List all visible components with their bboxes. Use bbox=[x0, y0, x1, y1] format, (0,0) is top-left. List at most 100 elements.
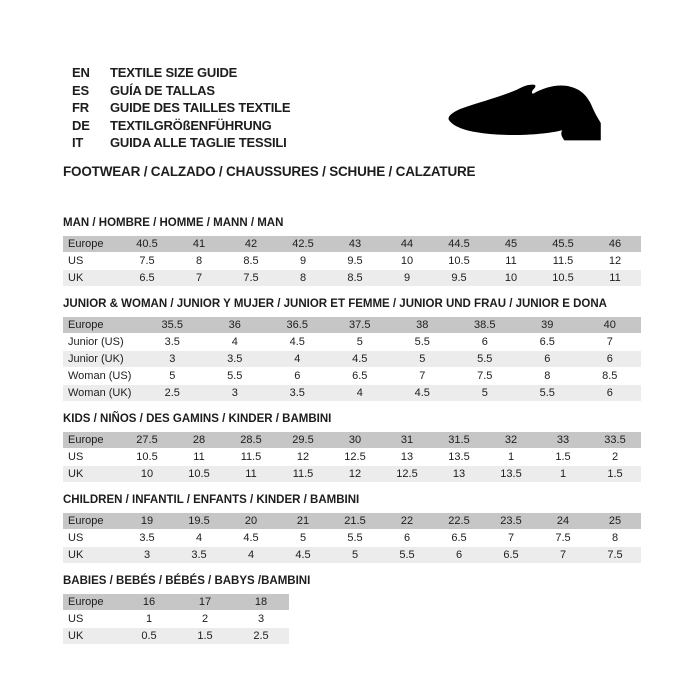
size-cell: 9 bbox=[403, 272, 411, 284]
size-cell: 11.5 bbox=[552, 255, 574, 267]
size-cell: 42.5 bbox=[292, 238, 314, 250]
size-cell: 5 bbox=[169, 370, 176, 382]
size-cell: 22 bbox=[400, 515, 414, 527]
size-cell: 4.5 bbox=[295, 549, 311, 561]
size-cell: 5 bbox=[419, 353, 426, 365]
table-header-row: Europe 35.5 36 36.5 37.5 38 38.5 39 40 bbox=[63, 317, 641, 333]
size-guide-section: MAN / HOMBRE / HOMME / MANN / MAN Europe 4… bbox=[63, 217, 641, 286]
size-cell: 28 bbox=[192, 434, 206, 446]
size-guide-section: BABIES / BEBÉS / BÉBÉS / BABYS /BAMBINI E… bbox=[63, 575, 641, 644]
row-label: UK bbox=[68, 468, 84, 480]
size-cell: 4.5 bbox=[243, 532, 259, 544]
table-row: UK 0.5 1.5 2.5 bbox=[63, 628, 289, 644]
table-header-row: Europe 27.5 28 28.5 29.5 30 31 31.5 32 33 33.5 bbox=[63, 432, 641, 448]
size-cell: 7 bbox=[419, 370, 426, 382]
size-cell: 6.5 bbox=[539, 336, 555, 348]
language-code: EN bbox=[72, 65, 90, 80]
size-cell: 5.5 bbox=[347, 532, 363, 544]
row-label: US bbox=[68, 451, 84, 463]
row-label: Woman (UK) bbox=[68, 387, 132, 399]
guide-title-en: TEXTILE SIZE GUIDE bbox=[110, 65, 238, 80]
size-cell: 32 bbox=[504, 434, 518, 446]
size-cell: 6 bbox=[544, 353, 551, 365]
size-cell: 21.5 bbox=[344, 515, 366, 527]
size-cell: 2 bbox=[201, 613, 209, 625]
size-cell: 22.5 bbox=[448, 515, 470, 527]
size-cell: 46 bbox=[608, 238, 622, 250]
row-label: UK bbox=[68, 549, 84, 561]
size-cell: 6.5 bbox=[451, 532, 467, 544]
size-cell: 40 bbox=[603, 319, 616, 331]
size-cell: 11.5 bbox=[240, 451, 262, 463]
size-cell: 10.5 bbox=[136, 451, 158, 463]
language-row-it: IT GUIDA ALLE TAGLIE TESSILI bbox=[72, 134, 483, 152]
size-cell: 19.5 bbox=[188, 515, 210, 527]
size-cell: 13.5 bbox=[500, 468, 522, 480]
size-cell: 2.5 bbox=[253, 630, 269, 642]
size-cell: 37.5 bbox=[349, 319, 371, 331]
language-row-en: EN TEXTILE SIZE GUIDE bbox=[72, 64, 483, 82]
row-label: Europe bbox=[68, 238, 104, 250]
size-cell: 7.5 bbox=[555, 532, 571, 544]
size-cell: 3 bbox=[257, 613, 265, 625]
size-cell: 21 bbox=[296, 515, 310, 527]
size-cell: 8.5 bbox=[243, 255, 259, 267]
size-cell: 44 bbox=[400, 238, 414, 250]
size-cell: 12 bbox=[296, 451, 310, 463]
size-cell: 10 bbox=[504, 272, 518, 284]
section-title: JUNIOR & WOMAN / JUNIOR Y MUJER / JUNIOR… bbox=[63, 298, 607, 310]
size-cell: 10 bbox=[400, 255, 414, 267]
table-row: Junior (UK) 3 3.5 4 4.5 5 5.5 6 6 bbox=[63, 351, 641, 367]
row-label: Europe bbox=[68, 596, 104, 608]
size-cell: 3.5 bbox=[227, 353, 243, 365]
size-cell: 7.5 bbox=[243, 272, 259, 284]
size-cell: 13 bbox=[452, 468, 466, 480]
size-cell: 1.5 bbox=[607, 468, 623, 480]
size-cell: 8.5 bbox=[347, 272, 363, 284]
size-cell: 27.5 bbox=[136, 434, 158, 446]
size-cell: 9.5 bbox=[347, 255, 363, 267]
size-cell: 5 bbox=[356, 336, 363, 348]
size-cell: 8 bbox=[299, 272, 307, 284]
size-cell: 2 bbox=[611, 451, 619, 463]
size-cell: 36 bbox=[228, 319, 241, 331]
size-cell: 11 bbox=[193, 451, 205, 463]
size-cell: 4 bbox=[247, 549, 255, 561]
size-cell: 3.5 bbox=[164, 336, 180, 348]
size-cell: 28.5 bbox=[240, 434, 262, 446]
size-cell: 5.5 bbox=[477, 353, 493, 365]
size-cell: 16 bbox=[142, 596, 156, 608]
size-cell: 17 bbox=[198, 596, 212, 608]
size-cell: 40.5 bbox=[136, 238, 158, 250]
size-cell: 11.5 bbox=[292, 468, 314, 480]
row-label: Europe bbox=[68, 515, 104, 527]
size-cell: 5 bbox=[299, 532, 307, 544]
size-cell: 44.5 bbox=[448, 238, 470, 250]
size-cell: 7 bbox=[559, 549, 567, 561]
size-cell: 19 bbox=[140, 515, 154, 527]
size-cell: 11 bbox=[609, 272, 621, 284]
table-row: UK 3 3.5 4 4.5 5 5.5 6 6.5 7 7.5 bbox=[63, 547, 641, 563]
size-cell: 4 bbox=[294, 353, 301, 365]
size-cell: 43 bbox=[348, 238, 362, 250]
category-line: FOOTWEAR / CALZADO / CHAUSSURES / SCHUHE… bbox=[63, 163, 476, 179]
size-cell: 30 bbox=[348, 434, 362, 446]
size-cell: 8 bbox=[195, 255, 203, 267]
size-cell: 4 bbox=[195, 532, 203, 544]
size-cell: 11 bbox=[505, 255, 517, 267]
table-row: Woman (US) 5 5.5 6 6.5 7 7.5 8 8.5 bbox=[63, 368, 641, 384]
size-cell: 4.5 bbox=[352, 353, 368, 365]
size-cell: 33 bbox=[556, 434, 570, 446]
guide-title-fr: GUIDE DES TAILLES TEXTILE bbox=[110, 100, 291, 115]
row-label: Europe bbox=[68, 434, 104, 446]
size-cell: 3 bbox=[231, 387, 238, 399]
table-row: US 1 2 3 bbox=[63, 611, 289, 627]
table-row: Junior (US) 3.5 4 4.5 5 5.5 6 6.5 7 bbox=[63, 334, 641, 350]
size-cell: 7 bbox=[195, 272, 203, 284]
size-cell: 1 bbox=[507, 451, 515, 463]
size-cell: 6 bbox=[294, 370, 301, 382]
size-cell: 45 bbox=[504, 238, 518, 250]
size-cell: 7.5 bbox=[607, 549, 623, 561]
size-cell: 12.5 bbox=[344, 451, 366, 463]
guide-title-it: GUIDA ALLE TAGLIE TESSILI bbox=[110, 135, 287, 150]
